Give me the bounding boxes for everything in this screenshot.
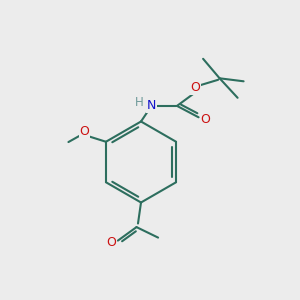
Text: H: H (134, 96, 143, 109)
Text: O: O (80, 125, 89, 138)
Text: N: N (147, 99, 156, 112)
Text: O: O (191, 81, 200, 94)
Text: O: O (106, 236, 116, 250)
Text: O: O (200, 113, 210, 126)
